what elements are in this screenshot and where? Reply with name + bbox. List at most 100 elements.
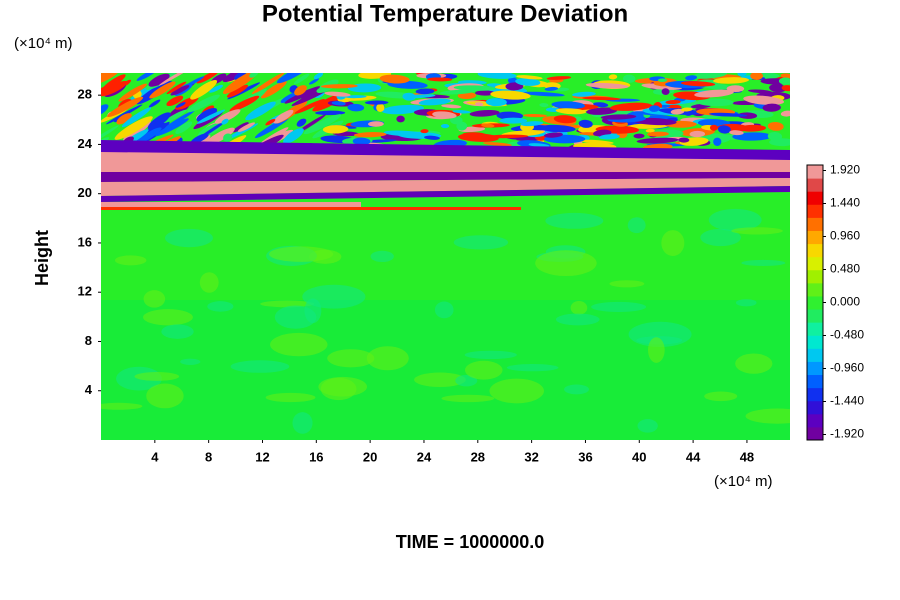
field-patch [735,353,773,374]
field-patch [623,74,636,83]
field-patch [107,96,144,118]
field-patch [748,89,773,94]
field-patch [737,112,758,119]
y-tick-label: 16 [78,234,92,249]
field-patch [364,100,389,105]
field-patch [439,89,476,95]
x-tick-label: 32 [524,449,538,464]
field-patch [745,408,790,424]
x-tick-label: 8 [205,449,212,464]
colorbar-tick-label: -0.960 [830,361,864,375]
field-lower [101,300,790,440]
field-patch [780,110,790,117]
field-patch [114,255,147,266]
field-patch [453,85,497,91]
field-patch [637,419,658,433]
field-patch [523,113,548,118]
field-patch [234,73,246,80]
field-patch [308,78,319,85]
field-patch [294,98,325,114]
field-patch [481,123,495,128]
field-patch [190,133,209,144]
field-patch [366,346,409,371]
x-tick-label: 20 [363,449,377,464]
colorbar-segment [807,361,823,376]
field-patch [769,138,790,147]
colorbar-tick-label: 1.920 [830,163,860,177]
field-patch [578,119,593,128]
field-patch [469,109,500,117]
field-patch [750,73,764,80]
colorbar-segment [807,295,823,310]
field-patch [232,122,249,133]
chart-title: Potential Temperature Deviation [262,0,628,27]
field-patch [452,110,471,114]
colorbar-segment [807,178,823,192]
field-patch [303,114,342,135]
colorbar-segment [807,387,823,402]
field-patch [368,121,384,127]
field-patch [572,91,596,97]
field-patch [553,115,577,124]
field-patch [441,104,462,109]
field [101,73,790,440]
field-patch [222,73,249,83]
field-patch [415,88,435,95]
field-patch [726,85,745,93]
field-patch [101,125,119,147]
field-patch [273,109,294,124]
y-tick-label: 20 [78,185,92,200]
field-patch [274,305,317,329]
field-patch [700,228,741,247]
field-patch [627,217,646,234]
field-patch [692,73,728,79]
x-tick-label: 44 [686,449,701,464]
field-patch [475,90,495,96]
colorbar-segment [807,230,823,245]
field-patch [767,121,784,131]
field-patch [543,132,563,138]
field-patch [260,81,287,99]
field-patch [665,100,681,105]
field-patch [483,142,512,147]
field-patch [600,114,637,120]
field-patch [187,94,220,113]
field-patch [114,116,153,140]
field-patch [226,84,249,98]
field-patch [260,300,315,308]
field-patch [166,95,184,107]
field-patch [713,77,750,84]
field-patch [539,103,549,108]
field-patch [505,82,524,91]
field-patch [175,121,193,134]
field-patch [143,290,166,308]
field-patch [545,212,604,229]
colorbar-tick-label: 0.480 [830,262,860,276]
field-patch [544,86,559,91]
field-patch [717,125,731,134]
colorbar-tick-label: 1.440 [830,196,860,210]
x-tick-label: 16 [309,449,323,464]
field-patch [352,137,371,146]
field-patch [327,349,375,368]
time-annotation: TIME = 1000000.0 [396,532,545,552]
field-patch [302,284,366,309]
field-band [101,186,790,202]
field-patch [270,332,328,357]
field-patch [175,102,186,108]
field-patch [499,117,528,124]
field-patch [196,108,218,122]
field-patch [214,109,241,124]
colorbar-segment [807,191,823,205]
field-patch [697,98,734,107]
field-patch [136,73,158,81]
field-patch [570,301,588,315]
field-patch [230,360,290,373]
field-patch [347,103,365,112]
colorbar-tick-label: -0.480 [830,328,864,342]
field-patch [190,79,218,100]
field-patch [418,98,451,106]
field-patch [265,392,316,403]
field-patch [245,101,276,121]
field-patch [477,73,517,79]
